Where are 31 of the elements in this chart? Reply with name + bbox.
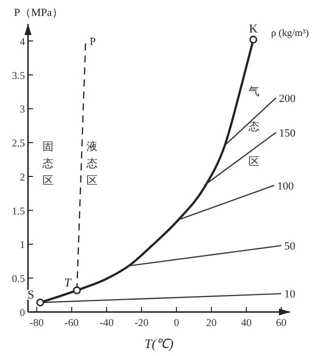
series-label: 200 bbox=[279, 92, 296, 105]
x-tick-label: 60 bbox=[276, 318, 287, 329]
x-axis-title: T(℃) bbox=[144, 336, 174, 351]
y-tick-label: 3 bbox=[20, 104, 25, 116]
y-tick-label: 1.5 bbox=[12, 206, 25, 218]
x-tick-label: -40 bbox=[100, 318, 114, 329]
series-label: 100 bbox=[277, 180, 294, 192]
annotation: ρ (kg/m³) bbox=[271, 28, 309, 39]
y-tick-label: 2.5 bbox=[12, 138, 25, 150]
y-axis-title: P（MPa） bbox=[14, 7, 63, 19]
series-label: P bbox=[90, 36, 96, 48]
series-label: 150 bbox=[279, 127, 296, 140]
annotation: 固态区 bbox=[42, 141, 54, 187]
y-tick-label: 0.5 bbox=[12, 274, 25, 286]
y-tick-label: 0 bbox=[20, 308, 25, 319]
y-tick-label: 1 bbox=[20, 240, 25, 252]
x-tick-label: -80 bbox=[30, 318, 44, 329]
x-tick-label: 40 bbox=[241, 318, 252, 329]
x-tick-label: 0 bbox=[174, 318, 180, 329]
series-label: 50 bbox=[284, 240, 296, 253]
x-tick-label: -60 bbox=[64, 318, 79, 329]
y-tick-label: 2 bbox=[20, 172, 25, 184]
y-tick-label: 4 bbox=[20, 36, 26, 48]
series-label: 10 bbox=[284, 288, 296, 301]
annotation: 液态区 bbox=[86, 140, 98, 187]
text: 气态区 bbox=[248, 86, 260, 168]
y-tick-label: 3.5 bbox=[12, 70, 25, 82]
annotation: K bbox=[248, 22, 258, 36]
x-tick-label: -20 bbox=[134, 318, 149, 329]
annotation: T bbox=[64, 275, 72, 290]
x-tick-label: 20 bbox=[206, 318, 217, 329]
